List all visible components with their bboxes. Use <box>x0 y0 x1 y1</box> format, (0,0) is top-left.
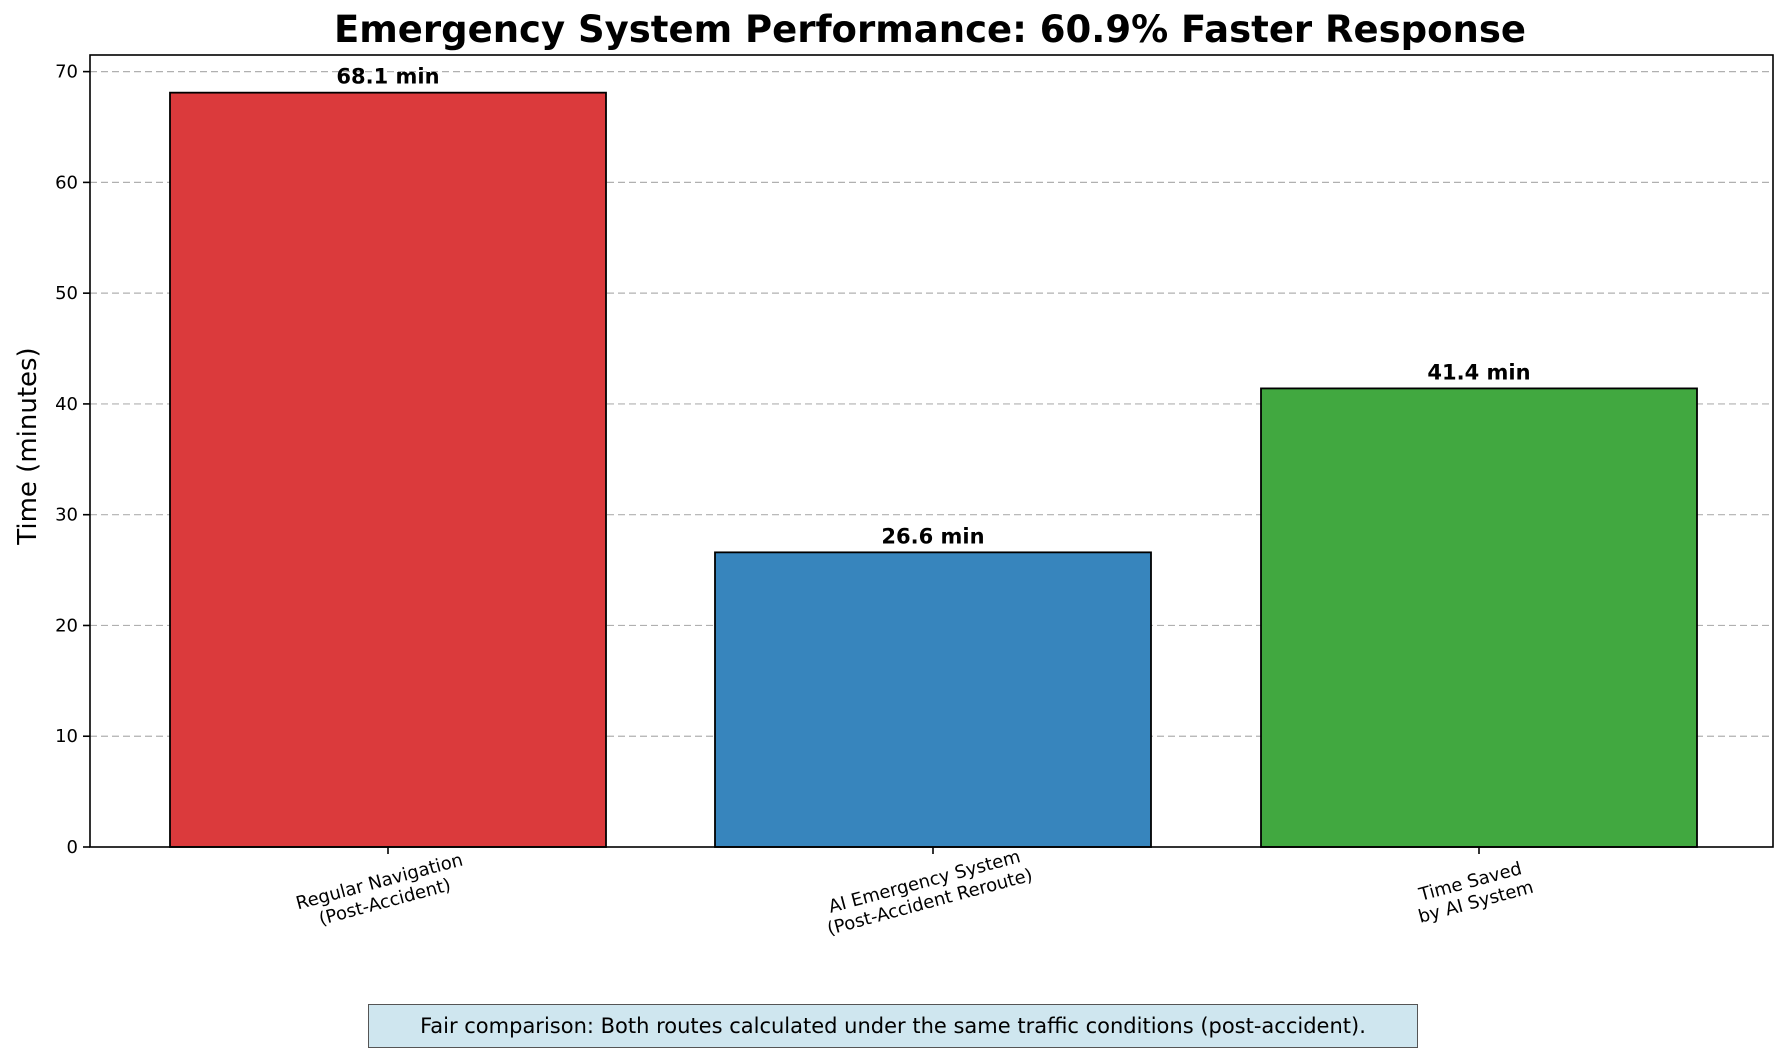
y-tick-label-10: 10 <box>55 726 78 747</box>
y-axis-ticks: 0 10 20 30 40 50 60 70 <box>55 62 90 858</box>
y-tick-label-20: 20 <box>55 615 78 636</box>
y-tick-label-30: 30 <box>55 505 78 526</box>
x-tick-label-0: Regular Navigation(Post-Accident) <box>294 850 465 930</box>
y-tick-label-0: 0 <box>67 837 78 858</box>
bar-0 <box>169 91 607 848</box>
plot-area-frame <box>89 54 1774 848</box>
y-tick-label-70: 70 <box>55 62 78 83</box>
bar-1 <box>714 551 1152 848</box>
bar-value-label-2: 41.4 min <box>1427 360 1530 384</box>
footnote-box: Fair comparison: Both routes calculated … <box>368 1004 1418 1048</box>
value-labels: 68.1 min 26.6 min 41.4 min <box>336 65 1530 549</box>
bar-value-label-0: 68.1 min <box>336 65 439 89</box>
y-tick-label-60: 60 <box>55 172 78 193</box>
x-axis-ticks: Regular Navigation(Post-Accident) AI Emer… <box>294 846 1536 940</box>
y-tick-label-50: 50 <box>55 283 78 304</box>
y-tick-label-40: 40 <box>55 394 78 415</box>
chart-title: Emergency System Performance: 60.9% Fast… <box>334 8 1526 51</box>
bar-value-label-1: 26.6 min <box>881 524 984 548</box>
x-tick-label-1: AI Emergency System(Post-Accident Rerout… <box>825 846 1035 940</box>
bar-2 <box>1260 387 1698 848</box>
y-axis-label: Time (minutes) <box>13 347 43 545</box>
footnote-text: Fair comparison: Both routes calculated … <box>420 1014 1366 1038</box>
bars <box>169 91 1698 848</box>
